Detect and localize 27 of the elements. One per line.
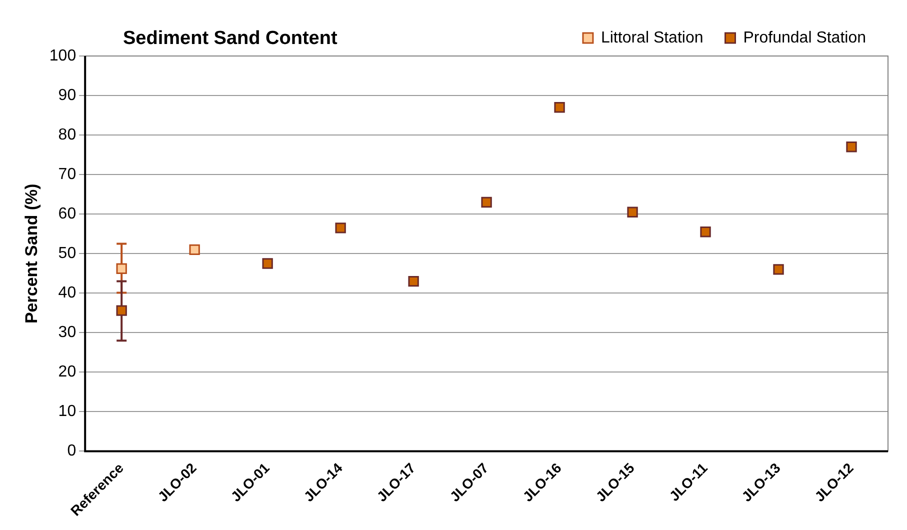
- legend-label: Littoral Station: [600, 29, 704, 46]
- point: [554, 102, 565, 113]
- point: [116, 305, 127, 316]
- point: [627, 206, 638, 218]
- point: [773, 264, 784, 275]
- point: [116, 263, 127, 274]
- y-tick-label: 0: [67, 442, 76, 460]
- point: [408, 276, 419, 287]
- point: [189, 244, 200, 256]
- y-tick-label: 70: [58, 166, 76, 183]
- y-tick-label: 60: [58, 206, 76, 223]
- point: [481, 196, 492, 208]
- y-tick-label: 30: [58, 324, 76, 342]
- y-tick-label: 100: [49, 47, 76, 64]
- y-tick-label: 50: [58, 245, 76, 262]
- y-axis-title: Percent Sand (%): [22, 184, 41, 324]
- y-tick-label: 80: [58, 126, 76, 144]
- y-tick-label: 20: [58, 364, 76, 381]
- chart-title: Sediment Sand Content: [123, 28, 338, 50]
- y-tick-label: 40: [58, 284, 76, 302]
- y-tick-label: 10: [58, 403, 76, 420]
- point: [335, 222, 346, 234]
- y-tick-label: 90: [58, 86, 76, 104]
- point: [700, 226, 711, 238]
- legend-label: Profundal Station: [743, 29, 866, 46]
- point: [846, 142, 857, 152]
- point: [262, 258, 273, 269]
